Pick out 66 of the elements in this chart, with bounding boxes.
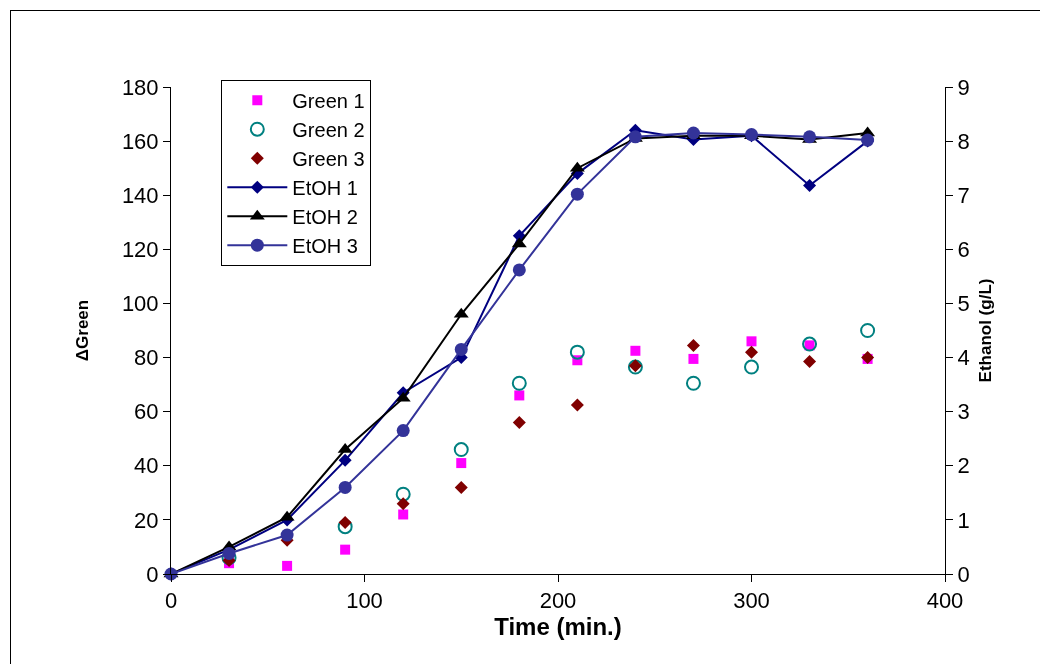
point xyxy=(338,516,352,530)
point xyxy=(514,390,525,401)
y2-tick-label: 4 xyxy=(957,345,970,371)
y2-tick-label: 3 xyxy=(957,399,970,425)
y-tick-label: 0 xyxy=(146,561,159,587)
point xyxy=(340,544,351,555)
point xyxy=(282,560,293,571)
point xyxy=(396,497,410,511)
legend-label: Green 3 xyxy=(292,147,365,170)
y2-tick-label: 6 xyxy=(957,237,970,263)
point xyxy=(395,486,411,502)
y2-tick-label: 5 xyxy=(957,291,970,317)
y-tick-label: 160 xyxy=(121,128,159,154)
y2-tick-label: 7 xyxy=(957,182,970,208)
point xyxy=(688,353,699,364)
y2-tick-label: 0 xyxy=(957,561,970,587)
point xyxy=(280,528,294,542)
y-tick-label: 180 xyxy=(121,74,159,100)
point xyxy=(396,424,410,438)
point xyxy=(746,336,757,347)
point xyxy=(802,336,818,352)
x-tick-label: 400 xyxy=(926,588,964,614)
y-tick-label: 120 xyxy=(121,237,159,263)
y-tick-label: 80 xyxy=(134,345,159,371)
point xyxy=(570,187,584,201)
legend-label: Green 2 xyxy=(292,118,365,141)
y2-tick-label: 9 xyxy=(957,74,970,100)
x-tick-label: 100 xyxy=(346,588,383,614)
point xyxy=(454,342,468,356)
point xyxy=(456,458,467,469)
point xyxy=(744,359,759,375)
y-tick-label: 140 xyxy=(121,182,159,208)
point xyxy=(454,480,468,494)
y2-axis-title: Ethanol (g/L) xyxy=(976,278,996,383)
y2-tick-label: 2 xyxy=(957,453,970,479)
x-axis-title: Time (min.) xyxy=(494,613,622,641)
y-tick-label: 60 xyxy=(134,399,159,425)
y-axis-title: ΔGreen xyxy=(73,299,93,362)
x-tick-label: 300 xyxy=(733,588,770,614)
legend-label: EtOH 3 xyxy=(292,234,358,257)
point xyxy=(511,375,527,391)
point xyxy=(398,509,409,520)
y2-tick-label: 1 xyxy=(957,507,970,533)
x-tick-label: 200 xyxy=(539,588,577,614)
point xyxy=(686,338,700,352)
legend-label: Green 1 xyxy=(292,90,365,112)
point xyxy=(338,480,352,494)
point xyxy=(453,442,469,458)
point xyxy=(803,355,817,369)
point xyxy=(630,345,641,356)
point xyxy=(803,178,817,192)
y-tick-label: 100 xyxy=(121,291,159,317)
point xyxy=(860,323,876,338)
point xyxy=(685,375,701,391)
point xyxy=(338,453,352,467)
legend-label: EtOH 1 xyxy=(292,176,358,199)
x-tick-label: 0 xyxy=(164,588,178,614)
legend-label: EtOH 2 xyxy=(292,205,358,228)
y-tick-label: 40 xyxy=(134,453,159,479)
point xyxy=(569,344,585,360)
point xyxy=(512,415,526,429)
y-tick-label: 20 xyxy=(134,507,159,533)
point xyxy=(570,398,584,412)
point xyxy=(745,345,758,359)
y2-tick-label: 8 xyxy=(957,128,970,154)
point xyxy=(512,263,526,277)
